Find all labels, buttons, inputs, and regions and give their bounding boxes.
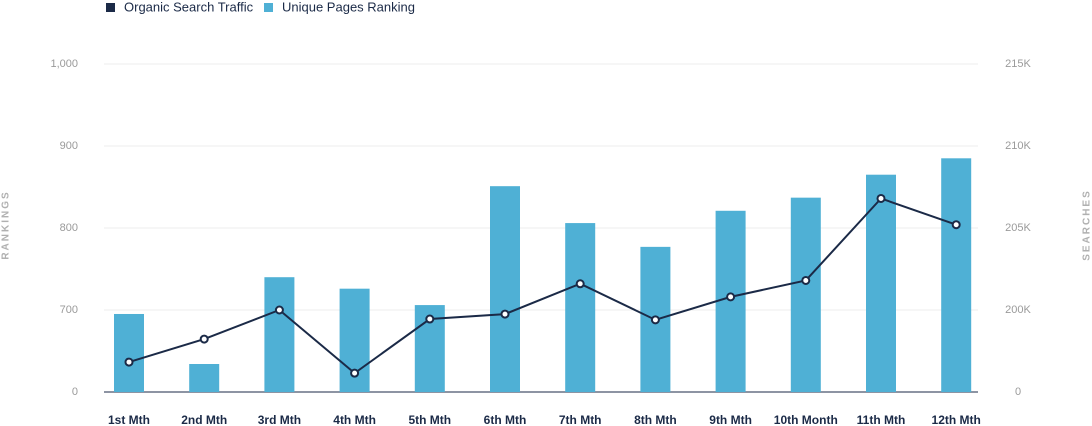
y2-tick-label: 205K bbox=[1005, 222, 1031, 234]
line-point bbox=[124, 357, 134, 367]
x-tick-label: 7th Mth bbox=[559, 413, 602, 426]
x-tick-label: 11th Mth bbox=[857, 413, 906, 426]
x-tick-label: 1st Mth bbox=[108, 413, 150, 426]
line-point bbox=[726, 292, 736, 302]
bar bbox=[114, 313, 144, 392]
y2-axis-title: SEARCHES bbox=[1082, 189, 1092, 261]
x-tick-label: 9th Mth bbox=[709, 413, 752, 426]
line-point bbox=[274, 305, 284, 315]
line-point bbox=[350, 368, 360, 378]
y2-tick-label: 200K bbox=[1005, 304, 1031, 316]
bar bbox=[490, 186, 520, 392]
bar bbox=[866, 174, 896, 392]
y2-tick-label: 0 bbox=[1015, 386, 1021, 398]
bar bbox=[565, 223, 596, 392]
legend-swatch bbox=[264, 3, 273, 12]
line-point bbox=[951, 220, 961, 230]
x-tick-label: 5th Mth bbox=[408, 413, 451, 426]
legend-swatch bbox=[106, 3, 115, 12]
line-point bbox=[575, 279, 585, 289]
bar bbox=[189, 364, 220, 392]
x-tick-label: 6th Mth bbox=[484, 413, 527, 426]
y-tick-label: 1,000 bbox=[50, 58, 78, 70]
line-point bbox=[500, 309, 510, 319]
y2-tick-label: 210K bbox=[1005, 140, 1031, 152]
y-tick-label: 700 bbox=[60, 304, 78, 316]
line-point bbox=[199, 334, 209, 344]
line-point bbox=[801, 275, 811, 285]
y-tick-label: 0 bbox=[72, 386, 78, 398]
bar bbox=[715, 210, 746, 392]
y-tick-label: 800 bbox=[60, 222, 78, 234]
x-tick-label: 12th Mth bbox=[932, 413, 981, 426]
legend-label: Unique Pages Ranking bbox=[282, 0, 415, 14]
x-tick-label: 3rd Mth bbox=[258, 413, 301, 426]
bar bbox=[264, 277, 295, 392]
line-point bbox=[425, 314, 435, 324]
x-tick-label: 10th Month bbox=[774, 413, 838, 426]
bar bbox=[941, 158, 972, 392]
y-tick-label: 900 bbox=[60, 140, 78, 152]
y-axis-title: RANKINGS bbox=[1, 190, 12, 259]
x-tick-label: 8th Mth bbox=[634, 413, 677, 426]
line-point bbox=[650, 315, 660, 325]
x-tick-label: 4th Mth bbox=[333, 413, 376, 426]
line-point bbox=[876, 193, 886, 203]
line bbox=[128, 197, 957, 375]
bar bbox=[790, 197, 821, 392]
x-tick-label: 2nd Mth bbox=[181, 413, 227, 426]
y2-tick-label: 215K bbox=[1005, 58, 1031, 70]
legend-label: Organic Search Traffic bbox=[124, 0, 254, 14]
